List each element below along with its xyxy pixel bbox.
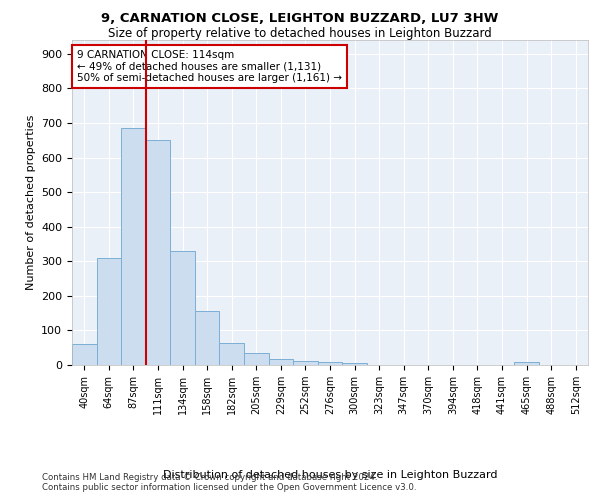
Text: Contains HM Land Registry data © Crown copyright and database right 2024.
Contai: Contains HM Land Registry data © Crown c… bbox=[42, 473, 416, 492]
Bar bbox=[269, 359, 293, 365]
Bar bbox=[195, 312, 220, 365]
Text: Size of property relative to detached houses in Leighton Buzzard: Size of property relative to detached ho… bbox=[108, 28, 492, 40]
X-axis label: Distribution of detached houses by size in Leighton Buzzard: Distribution of detached houses by size … bbox=[163, 470, 497, 480]
Bar bbox=[514, 362, 539, 365]
Bar bbox=[97, 258, 121, 365]
Bar bbox=[318, 362, 342, 365]
Bar bbox=[342, 364, 367, 365]
Text: 9 CARNATION CLOSE: 114sqm
← 49% of detached houses are smaller (1,131)
50% of se: 9 CARNATION CLOSE: 114sqm ← 49% of detac… bbox=[77, 50, 342, 83]
Bar bbox=[146, 140, 170, 365]
Bar bbox=[121, 128, 146, 365]
Y-axis label: Number of detached properties: Number of detached properties bbox=[26, 115, 35, 290]
Bar bbox=[293, 361, 318, 365]
Text: 9, CARNATION CLOSE, LEIGHTON BUZZARD, LU7 3HW: 9, CARNATION CLOSE, LEIGHTON BUZZARD, LU… bbox=[101, 12, 499, 26]
Bar bbox=[244, 353, 269, 365]
Bar bbox=[170, 251, 195, 365]
Bar bbox=[220, 342, 244, 365]
Bar bbox=[72, 344, 97, 365]
